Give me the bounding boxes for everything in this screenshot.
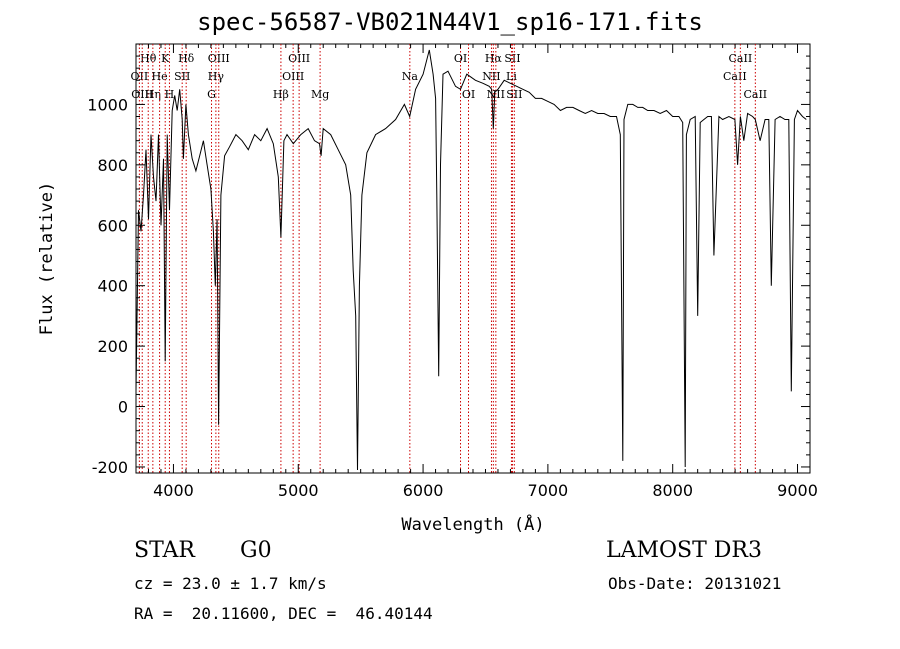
line-label: OI — [462, 88, 475, 101]
line-label: NII — [482, 70, 500, 83]
line-label: OI — [454, 52, 467, 65]
line-label: OII — [131, 70, 149, 83]
obs-date: Obs-Date: 20131021 — [608, 574, 782, 593]
line-label: SII — [174, 70, 190, 83]
line-label: OIII — [208, 52, 230, 65]
subclass: G0 — [240, 538, 272, 563]
line-label: SII — [506, 88, 522, 101]
line-label: Hβ — [273, 88, 289, 101]
x-tick-label: 6000 — [403, 481, 444, 500]
line-label: Hγ — [208, 70, 225, 83]
line-label: CaII — [743, 88, 767, 101]
x-axis-label: Wavelength (Å) — [401, 513, 544, 535]
line-label: H — [165, 88, 175, 101]
line-label: OIII — [131, 88, 153, 101]
object-class: STAR — [134, 538, 195, 563]
chart-title: spec-56587-VB021N44V1_sp16-171.fits — [197, 8, 703, 36]
x-tick-label: 8000 — [652, 481, 693, 500]
line-label: Hη — [145, 88, 161, 101]
line-label: K — [161, 52, 170, 65]
line-label: OIII — [282, 70, 304, 83]
redshift-text: cz = 23.0 ± 1.7 km/s — [134, 574, 327, 593]
x-tick-label: 4000 — [153, 481, 194, 500]
line-label: OIII — [288, 52, 310, 65]
line-label: He — [152, 70, 168, 83]
y-tick-label: 800 — [97, 156, 128, 175]
y-tick-label: 600 — [97, 216, 128, 235]
line-label: Hδ — [178, 52, 195, 65]
line-label: NII — [487, 88, 505, 101]
survey-name: LAMOST DR3 — [606, 538, 762, 563]
line-label: CaII — [723, 70, 747, 83]
line-label: SII — [504, 52, 520, 65]
y-axis-label: Flux (relative) — [37, 182, 57, 336]
y-tick-label: 400 — [97, 277, 128, 296]
y-tick-label: 200 — [97, 337, 128, 356]
line-label: G — [207, 88, 216, 101]
line-label: Mg — [311, 88, 329, 101]
coordinates: RA = 20.11600, DEC = 46.40144 — [134, 604, 433, 623]
spectrum-line — [136, 49, 807, 471]
line-label: Li — [506, 70, 517, 83]
x-tick-label: 9000 — [777, 481, 818, 500]
y-tick-label: -200 — [92, 458, 128, 477]
y-tick-label: 1000 — [87, 95, 128, 114]
line-label: CaII — [729, 52, 753, 65]
plot-frame — [135, 43, 811, 474]
x-tick-label: 5000 — [278, 481, 319, 500]
line-label: Na — [402, 70, 419, 83]
line-label: Hα — [485, 52, 503, 65]
x-tick-label: 7000 — [528, 481, 569, 500]
y-tick-label: 0 — [118, 398, 128, 417]
